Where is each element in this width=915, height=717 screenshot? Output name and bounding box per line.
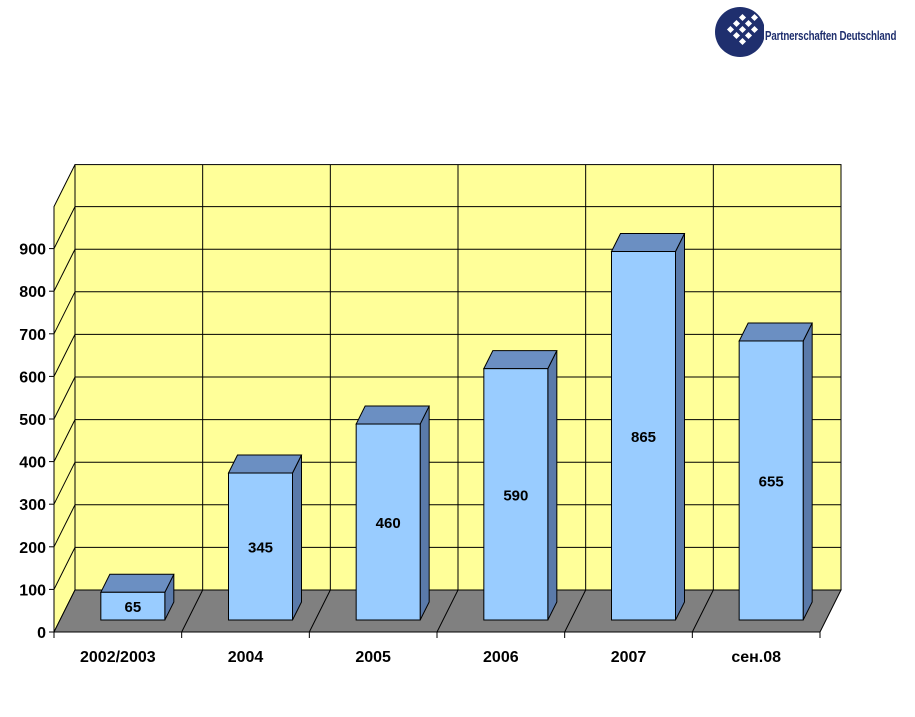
bar-top <box>100 573 175 593</box>
bar: 590 <box>483 350 558 621</box>
logo <box>715 7 914 57</box>
bar-side <box>419 405 430 621</box>
y-axis-ticks: 0 100 200 300 400 500 600 700 800 900 <box>19 206 55 642</box>
bar-front <box>483 368 549 621</box>
bar-top <box>610 233 686 253</box>
gridline-side <box>53 547 76 590</box>
data-label: 655 <box>759 473 784 490</box>
gridline-side <box>53 248 76 292</box>
x-tick-label: 2004 <box>228 649 264 666</box>
x-tick-label: 2006 <box>483 649 519 666</box>
bar-side <box>292 454 302 621</box>
gridline-side <box>53 206 76 249</box>
logo-circle <box>715 7 765 57</box>
x-tick-label: 2002/2003 <box>80 649 156 666</box>
bar-top <box>483 350 558 370</box>
x-tick-label: сен.08 <box>731 649 781 666</box>
y-tick-label: 600 <box>19 369 46 386</box>
y-tick-label: 900 <box>19 242 46 259</box>
y-tick-label: 200 <box>19 540 46 557</box>
x-tick-label: 2005 <box>355 649 391 666</box>
gridline-floor <box>436 589 459 633</box>
y-tick-label: 100 <box>19 582 46 599</box>
bar-front <box>611 251 676 621</box>
y-tick-label: 700 <box>19 327 46 344</box>
gridline-floor <box>691 589 714 633</box>
bar-front <box>228 472 293 621</box>
bar-side <box>802 322 813 621</box>
bar-top <box>738 322 813 342</box>
bar-top <box>355 405 430 425</box>
chart-gridlines <box>53 164 841 633</box>
x-axis-ticks: 2002/2003 2004 2005 2006 2007 сен.08 <box>53 631 821 666</box>
y-tick-label: 800 <box>19 284 46 301</box>
gridline-side <box>53 419 76 462</box>
gridline-side <box>53 461 76 505</box>
bar: 865 <box>610 233 686 621</box>
bar: 345 <box>227 454 303 621</box>
bar-front <box>738 340 804 621</box>
logo-text: Partnerschaften Deutschland <box>765 29 897 43</box>
bar-front <box>100 591 166 621</box>
data-label: 460 <box>376 515 401 532</box>
gridline-side <box>53 504 76 548</box>
data-label: 590 <box>503 487 528 504</box>
gridline-floor <box>564 589 587 633</box>
bar: 655 <box>738 322 813 621</box>
data-label: 865 <box>631 429 656 446</box>
y-tick-label: 400 <box>19 455 46 472</box>
gridline-side <box>53 291 76 335</box>
y-tick-label: 0 <box>37 625 46 642</box>
y-tick-label: 500 <box>19 412 46 429</box>
bar: 65 <box>100 573 175 621</box>
bar-side <box>675 233 685 621</box>
x-tick-label: 2007 <box>611 649 647 666</box>
bar-side <box>547 350 558 621</box>
bar: 460 <box>355 405 430 621</box>
gridline-floor <box>308 589 331 633</box>
logo-text-background <box>764 20 914 46</box>
bar-top <box>227 454 303 474</box>
data-label: 345 <box>248 540 273 557</box>
gridline-floor <box>181 589 204 633</box>
chart-bars: 65 345 460 590 865 655 <box>100 233 813 621</box>
bar-front <box>355 423 421 621</box>
y-tick-label: 300 <box>19 497 46 514</box>
gridline-side <box>53 334 76 377</box>
gridline-side <box>53 376 76 420</box>
data-label: 65 <box>124 599 141 616</box>
logo-diamond-grid <box>726 13 759 46</box>
